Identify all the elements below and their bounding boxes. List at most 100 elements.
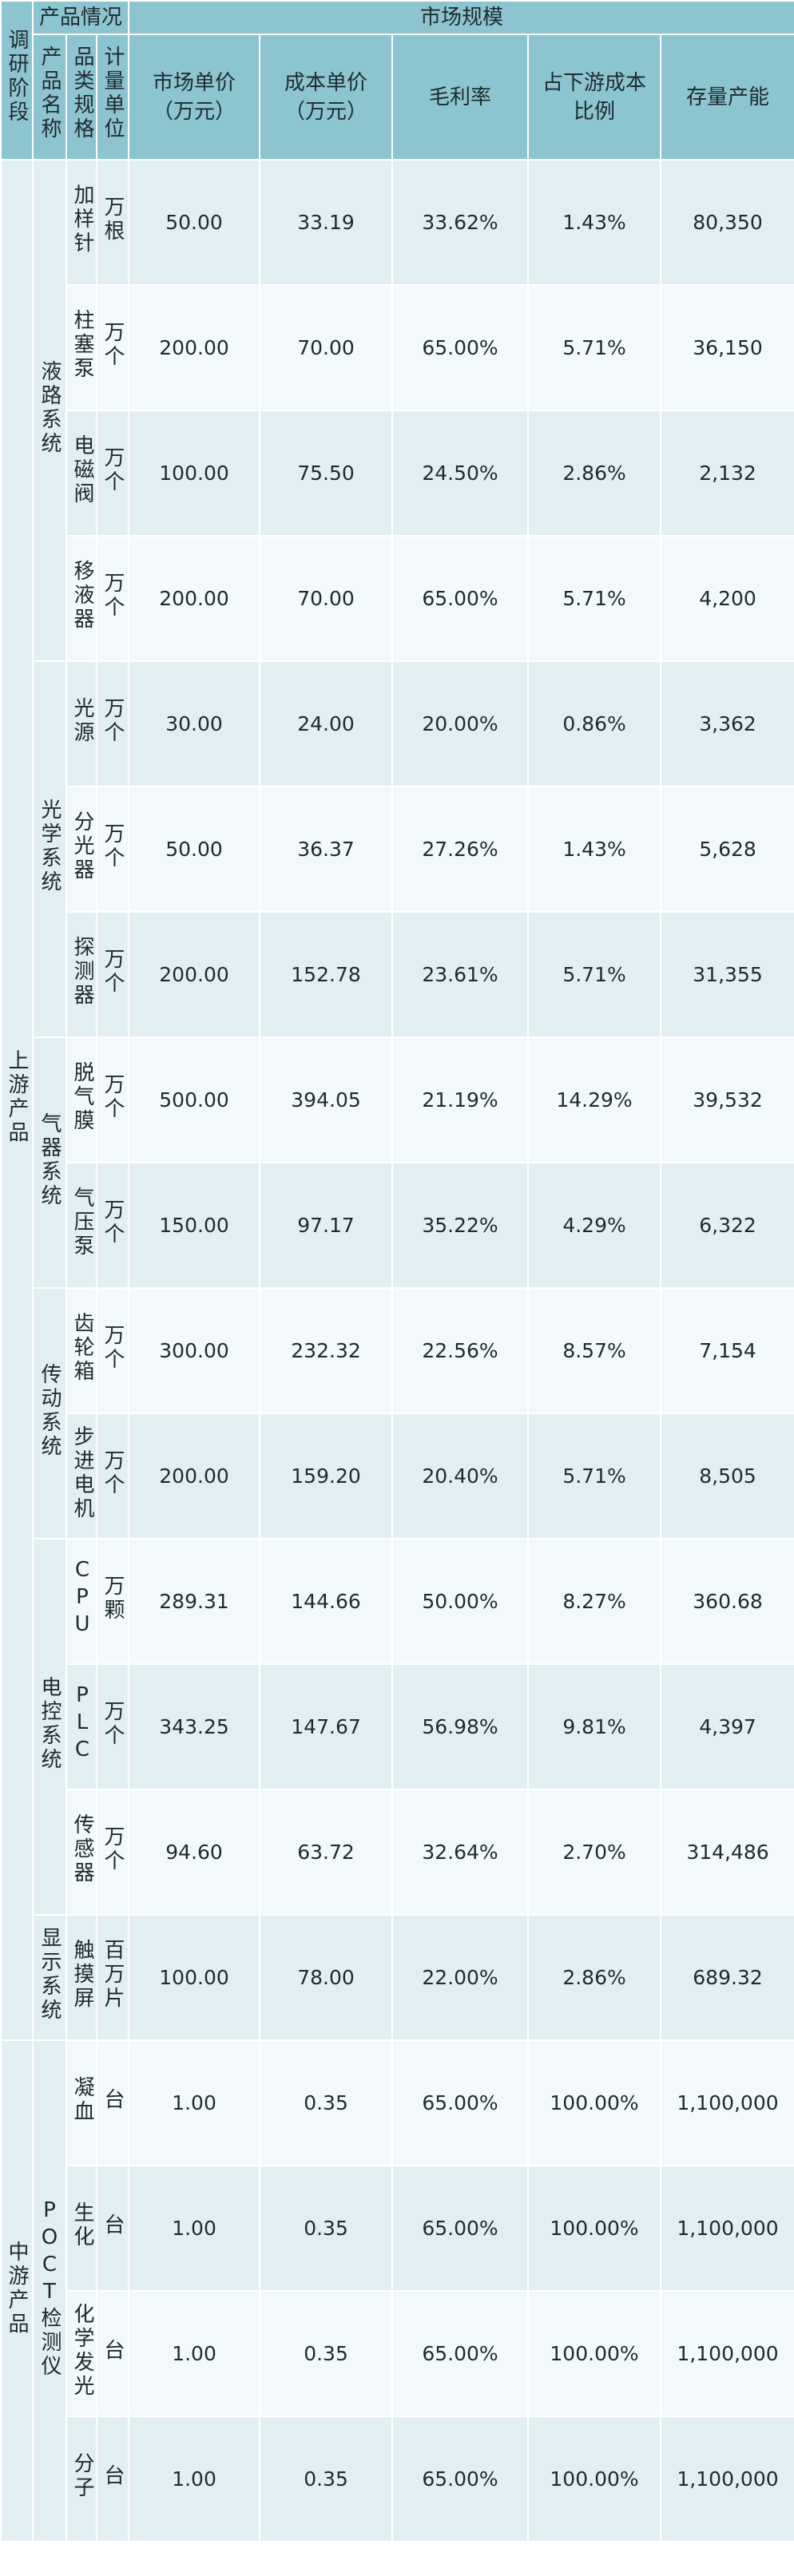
product-name: 化学发光 bbox=[70, 2303, 94, 2399]
table-row: 电磁阀 万个 100.00 75.50 24.50% 2.86% 2,132 bbox=[1, 410, 794, 537]
cost-ratio-cell: 14.29% bbox=[527, 1036, 662, 1163]
cost-price-cell: 70.00 bbox=[259, 535, 394, 662]
group-cell: 电控系统 bbox=[32, 1538, 67, 1916]
unit-label: 万个 bbox=[101, 948, 125, 996]
gross-margin-cell: 50.00% bbox=[391, 1538, 530, 1665]
stage-cell: 上游产品 bbox=[0, 159, 34, 2041]
cost-ratio-cell: 100.00% bbox=[527, 2165, 662, 2292]
product-name: 加样针 bbox=[70, 184, 94, 256]
table-row: 显示系统 触摸屏 百万片 100.00 78.00 22.00% 2.86% 689.32 bbox=[1, 1914, 794, 2041]
product-name: PLC bbox=[70, 1683, 94, 1765]
gross-margin-cell: 33.62% bbox=[391, 159, 530, 286]
group-cell: 传动系统 bbox=[32, 1287, 67, 1540]
market-price-cell: 1.00 bbox=[128, 2165, 261, 2292]
market-price-cell: 30.00 bbox=[128, 660, 261, 787]
unit-label: 台 bbox=[101, 2088, 125, 2112]
gross-margin-cell: 35.22% bbox=[391, 1162, 530, 1289]
cost-ratio-cell: 100.00% bbox=[527, 2039, 662, 2166]
unit-label: 万颗 bbox=[101, 1575, 125, 1623]
cost-ratio-cell: 2.70% bbox=[527, 1789, 662, 1916]
market-price-cell: 100.00 bbox=[128, 1914, 261, 2041]
product-name-cell: PLC bbox=[66, 1663, 97, 1790]
unit-cell: 万个 bbox=[95, 660, 130, 787]
unit-cell: 万个 bbox=[95, 1413, 130, 1540]
unit-label: 万个 bbox=[101, 1324, 125, 1372]
table-row: 移液器 万个 200.00 70.00 65.00% 5.71% 4,200 bbox=[1, 535, 794, 662]
gross-margin-cell: 65.00% bbox=[391, 535, 530, 662]
cost-price-cell: 33.19 bbox=[259, 159, 394, 286]
cost-ratio-cell: 2.86% bbox=[527, 1914, 662, 2041]
product-name-cell: 凝血 bbox=[66, 2039, 97, 2166]
gross-margin-cell: 27.26% bbox=[391, 786, 530, 913]
unit-label: 台 bbox=[101, 2464, 125, 2488]
product-name-cell: 触摸屏 bbox=[66, 1914, 97, 2041]
group-label: 液路系统 bbox=[38, 359, 62, 456]
unit-cell: 万个 bbox=[95, 1162, 130, 1289]
market-price-cell: 1.00 bbox=[128, 2290, 261, 2417]
table-row: 上游产品 液路系统 加样针 万根 50.00 33.19 33.62% 1.43% 80,350 bbox=[0, 159, 794, 2041]
gross-margin-cell: 23.61% bbox=[391, 911, 530, 1038]
capacity-cell: 2,132 bbox=[660, 410, 794, 537]
cost-price-cell: 0.35 bbox=[259, 2165, 394, 2292]
group-cell: 液路系统 bbox=[32, 159, 67, 662]
gross-margin-cell: 24.50% bbox=[391, 410, 530, 537]
cost-ratio-cell: 5.71% bbox=[527, 535, 662, 662]
group-label: 电控系统 bbox=[38, 1676, 62, 1772]
gross-margin-cell: 20.00% bbox=[391, 660, 530, 787]
unit-cell: 万个 bbox=[95, 410, 130, 537]
cost-price-cell: 78.00 bbox=[259, 1914, 394, 2041]
unit-cell: 万个 bbox=[95, 1663, 130, 1790]
cost-price-cell: 232.32 bbox=[259, 1287, 394, 1414]
cost-price-cell: 152.78 bbox=[259, 911, 394, 1038]
unit-label: 万个 bbox=[101, 1825, 125, 1873]
product-name: 光源 bbox=[70, 697, 94, 745]
capacity-cell: 3,362 bbox=[660, 660, 794, 787]
product-name-cell: 柱塞泵 bbox=[66, 284, 97, 411]
product-name: 触摸屏 bbox=[70, 1939, 94, 2011]
group-label: POCT检测仪 bbox=[38, 2198, 62, 2379]
unit-cell: 万个 bbox=[95, 1036, 130, 1163]
market-price-cell: 150.00 bbox=[128, 1162, 261, 1289]
capacity-cell: 360.68 bbox=[660, 1538, 794, 1665]
market-price-cell: 50.00 bbox=[128, 159, 261, 286]
unit-cell: 台 bbox=[95, 2165, 130, 2292]
group-label: 传动系统 bbox=[38, 1362, 62, 1459]
cost-ratio-cell: 8.27% bbox=[527, 1538, 662, 1665]
header-capacity: 存量产能 bbox=[660, 34, 794, 161]
unit-label: 万个 bbox=[101, 1199, 125, 1246]
unit-cell: 万个 bbox=[95, 1789, 130, 1916]
unit-label: 万个 bbox=[101, 822, 125, 870]
market-price-cell: 94.60 bbox=[128, 1789, 261, 1916]
capacity-cell: 7,154 bbox=[660, 1287, 794, 1414]
cost-price-cell: 63.72 bbox=[259, 1789, 394, 1916]
table-row: 气器系统 脱气膜 万个 500.00 394.05 21.19% 14.29% 39,532 bbox=[1, 1036, 794, 1289]
market-price-cell: 289.31 bbox=[128, 1538, 261, 1665]
cost-ratio-cell: 5.71% bbox=[527, 284, 662, 411]
capacity-cell: 314,486 bbox=[660, 1789, 794, 1916]
table-row: 气压泵 万个 150.00 97.17 35.22% 4.29% 6,322 bbox=[1, 1162, 794, 1289]
market-price-cell: 500.00 bbox=[128, 1036, 261, 1163]
product-name-cell: 探测器 bbox=[66, 911, 97, 1038]
cost-price-cell: 97.17 bbox=[259, 1162, 394, 1289]
unit-cell: 万个 bbox=[95, 284, 130, 411]
unit-label: 万个 bbox=[101, 321, 125, 369]
header-product-info: 产品情况 bbox=[31, 0, 130, 35]
capacity-cell: 1,100,000 bbox=[660, 2290, 794, 2417]
capacity-cell: 1,100,000 bbox=[660, 2415, 794, 2542]
gross-margin-cell: 22.56% bbox=[391, 1287, 530, 1414]
stage-cell: 中游产品 bbox=[0, 2039, 34, 2542]
header-market-price: 市场单价 （万元） bbox=[128, 34, 261, 161]
header-market-size: 市场规模 bbox=[128, 0, 794, 35]
unit-label: 台 bbox=[101, 2339, 125, 2363]
unit-label: 万个 bbox=[101, 697, 125, 745]
unit-label: 万个 bbox=[101, 1700, 125, 1748]
table-row: PLC 万个 343.25 147.67 56.98% 9.81% 4,397 bbox=[1, 1663, 794, 1790]
header-product-name: 产品名称 bbox=[32, 34, 67, 161]
cost-ratio-cell: 5.71% bbox=[527, 911, 662, 1038]
table-header: 调研阶段 产品情况 市场规模 产品名称 品类规格 计量单位 市场单价 （万元） … bbox=[0, 0, 794, 161]
gross-margin-cell: 65.00% bbox=[391, 284, 530, 411]
market-price-cell: 200.00 bbox=[128, 535, 261, 662]
capacity-cell: 5,628 bbox=[660, 786, 794, 913]
capacity-cell: 4,397 bbox=[660, 1663, 794, 1790]
product-name-cell: CPU bbox=[66, 1538, 97, 1665]
